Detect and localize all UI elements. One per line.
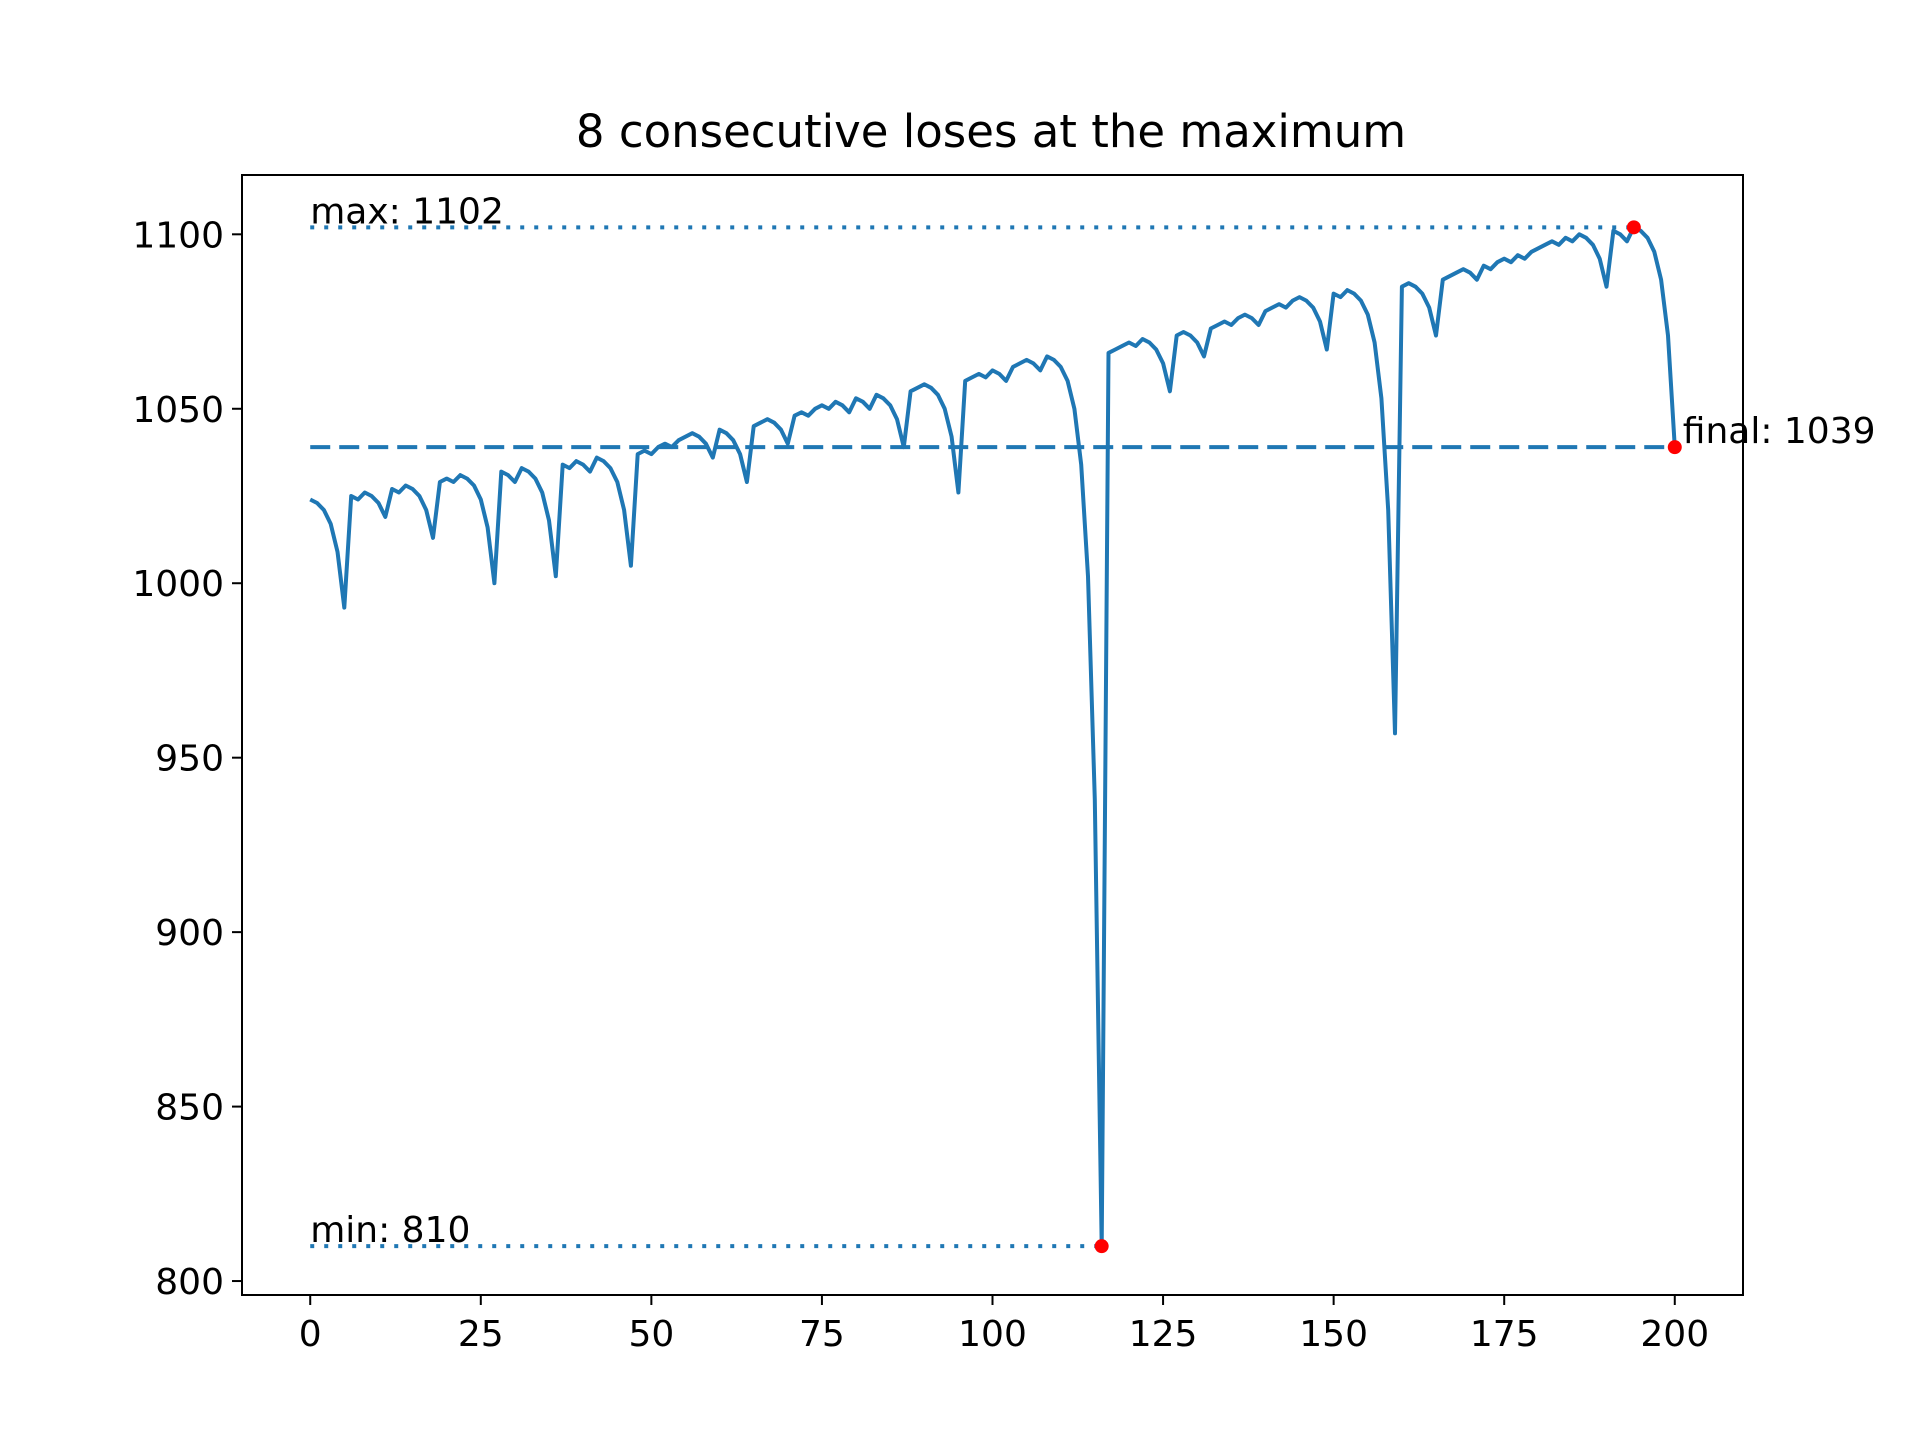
x-tick-label-25: 25 [458,1314,504,1355]
y-tick-label-900: 900 [155,913,224,954]
x-tick-label-175: 175 [1470,1314,1539,1355]
x-axis: 0 25 50 75 100 125 150 175 200 [299,1295,1709,1355]
y-tick-label-1050: 1050 [132,390,224,431]
annotation-2: final: 1039 [1683,411,1876,452]
y-tick-label-800: 800 [155,1262,224,1303]
axes-frame [241,174,1744,1296]
x-tick-label-0: 0 [299,1314,322,1355]
x-tick-label-75: 75 [799,1314,845,1355]
x-tick-label-150: 150 [1299,1314,1368,1355]
y-tick-label-1000: 1000 [132,564,224,605]
annotation-1: min: 810 [310,1210,470,1251]
x-tick-label-125: 125 [1129,1314,1198,1355]
y-tick-label-950: 950 [155,739,224,780]
highlight-point-2 [1667,440,1682,455]
plot-area: max: 1102 min: 810 final: 1039 [309,191,1876,1254]
series-line [309,225,1677,1249]
highlight-point-0 [1626,220,1641,235]
chart-title: 8 consecutive loses at the maximum [576,105,1406,158]
y-tick-label-1100: 1100 [132,215,224,256]
highlight-point-1 [1094,1239,1109,1254]
y-axis: 800 850 900 950 1000 1050 1100 [132,215,242,1303]
x-tick-label-50: 50 [628,1314,674,1355]
x-tick-label-100: 100 [958,1314,1027,1355]
annotation-0: max: 1102 [310,191,504,232]
y-tick-label-850: 850 [155,1088,224,1129]
x-tick-label-200: 200 [1640,1314,1709,1355]
